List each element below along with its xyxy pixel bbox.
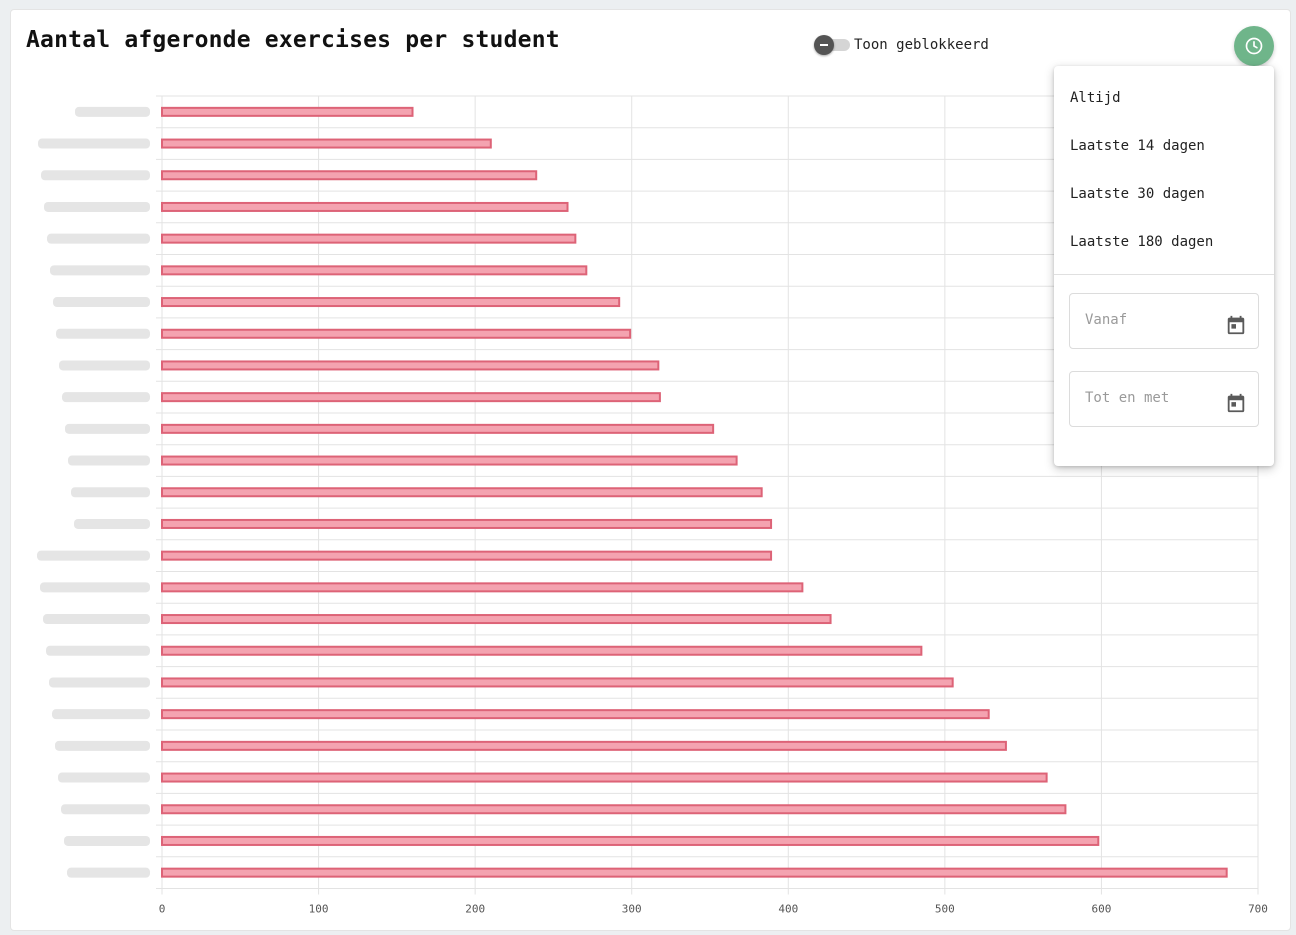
category-label-blurred xyxy=(53,297,150,308)
bar xyxy=(161,867,1228,878)
category-label-blurred xyxy=(75,106,150,117)
category-label-blurred xyxy=(44,201,150,212)
x-tick-label: 600 xyxy=(1091,903,1111,916)
category-label-blurred xyxy=(38,138,150,149)
show-blocked-label: Toon geblokkeerd xyxy=(854,37,989,53)
category-label-blurred xyxy=(71,487,150,498)
x-tick-label: 0 xyxy=(159,903,166,916)
menu-divider xyxy=(1054,274,1274,275)
to-date-field[interactable]: Tot en met xyxy=(1069,371,1259,427)
calendar-icon[interactable] xyxy=(1225,314,1247,336)
category-labels xyxy=(37,106,150,878)
bar xyxy=(161,582,804,593)
bar xyxy=(161,677,954,688)
category-label-blurred xyxy=(61,804,150,815)
toggle-thumb xyxy=(814,35,834,55)
category-label-blurred xyxy=(59,360,150,371)
bar xyxy=(161,297,621,308)
bar xyxy=(161,740,1007,751)
category-label-blurred xyxy=(37,550,150,561)
bar xyxy=(161,201,569,212)
category-label-blurred xyxy=(65,423,150,434)
calendar-icon[interactable] xyxy=(1225,392,1247,414)
category-label-blurred xyxy=(49,677,150,688)
bar xyxy=(161,170,538,181)
category-label-blurred xyxy=(40,582,150,593)
category-label-blurred xyxy=(68,455,150,466)
menu-item-last-14-days[interactable]: Laatste 14 dagen xyxy=(1070,138,1205,154)
category-label-blurred xyxy=(58,772,150,783)
from-date-field[interactable]: Vanaf xyxy=(1069,293,1259,349)
category-label-blurred xyxy=(55,740,150,751)
bar xyxy=(161,265,588,276)
x-tick-labels: 0 100 200 300 400 500 600 700 xyxy=(159,903,1268,916)
category-label-blurred xyxy=(43,614,150,625)
x-tick-label: 200 xyxy=(465,903,485,916)
to-date-placeholder: Tot en met xyxy=(1085,390,1170,406)
page-title: Aantal afgeronde exercises per student xyxy=(26,27,560,53)
bar xyxy=(161,455,738,466)
bar xyxy=(161,614,832,625)
category-label-blurred xyxy=(67,867,150,878)
menu-item-last-180-days[interactable]: Laatste 180 dagen xyxy=(1070,234,1214,250)
bar xyxy=(161,487,763,498)
category-label-blurred xyxy=(41,170,150,181)
bar xyxy=(161,106,414,117)
show-blocked-toggle[interactable] xyxy=(814,35,850,55)
x-tick-label: 500 xyxy=(935,903,955,916)
category-label-blurred xyxy=(46,645,150,656)
x-tick-label: 300 xyxy=(622,903,642,916)
x-tick-label: 100 xyxy=(309,903,329,916)
category-label-blurred xyxy=(47,233,150,244)
bar xyxy=(161,772,1048,783)
category-label-blurred xyxy=(50,265,150,276)
category-label-blurred xyxy=(56,328,150,339)
bar xyxy=(161,550,773,561)
bar xyxy=(161,360,660,371)
time-range-menu: Altijd Laatste 14 dagen Laatste 30 dagen… xyxy=(1054,66,1274,466)
clock-icon xyxy=(1245,37,1263,55)
bar xyxy=(161,423,715,434)
menu-item-always[interactable]: Altijd xyxy=(1070,90,1121,106)
time-range-button[interactable] xyxy=(1234,26,1274,66)
x-tick-label: 400 xyxy=(778,903,798,916)
bar xyxy=(161,233,577,244)
bars xyxy=(161,106,1228,878)
bar xyxy=(161,518,773,529)
bar xyxy=(161,804,1067,815)
category-label-blurred xyxy=(52,709,150,720)
category-label-blurred xyxy=(64,835,150,846)
menu-item-last-30-days[interactable]: Laatste 30 dagen xyxy=(1070,186,1205,202)
bar xyxy=(161,392,661,403)
from-date-placeholder: Vanaf xyxy=(1085,312,1128,328)
category-label-blurred xyxy=(74,518,150,529)
bar xyxy=(161,328,632,339)
bar xyxy=(161,645,923,656)
category-label-blurred xyxy=(62,392,150,403)
minus-circle-icon xyxy=(817,38,831,52)
bar xyxy=(161,835,1100,846)
x-tick-label: 700 xyxy=(1248,903,1268,916)
bar xyxy=(161,709,990,720)
bar xyxy=(161,138,492,149)
